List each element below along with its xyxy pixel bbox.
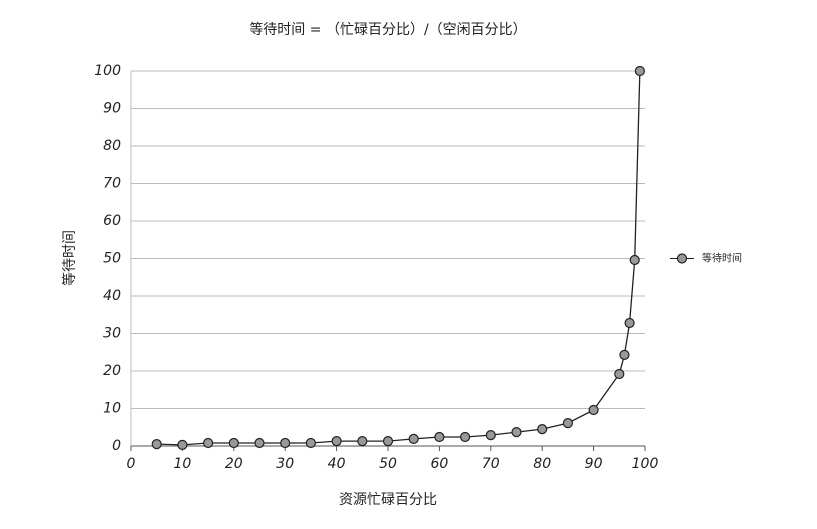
data-point (382, 436, 394, 447)
data-point (537, 424, 548, 435)
data-point (511, 427, 522, 438)
y-tick-label: 0 (112, 438, 121, 454)
y-tick-label: 30 (103, 326, 121, 342)
x-tick-label: 50 (379, 456, 397, 472)
data-point (177, 439, 188, 450)
data-point (634, 65, 645, 77)
y-tick-label: 10 (103, 401, 121, 417)
y-tick-label: 60 (103, 213, 121, 229)
series-line (156, 70, 641, 446)
x-tick-label: 80 (533, 456, 551, 472)
legend-marker (676, 253, 688, 264)
data-point (280, 437, 291, 449)
x-tick-label: 70 (482, 456, 500, 472)
data-point (485, 430, 496, 441)
y-tick-label: 80 (103, 138, 121, 154)
data-point (203, 437, 214, 449)
y-tick-label: 100 (94, 63, 121, 79)
chart-title: 等待时间 = （忙碌百分比）/（空闲百分比） (249, 21, 526, 38)
data-point (228, 437, 239, 449)
data-point (408, 433, 419, 444)
y-tick-label: 70 (103, 176, 121, 192)
x-tick-label: 60 (430, 456, 448, 472)
x-tick-label: 40 (328, 456, 346, 472)
y-tick-label: 90 (103, 101, 121, 117)
x-tick-label: 20 (225, 456, 243, 472)
data-point (434, 431, 445, 443)
x-tick-label: 90 (585, 456, 603, 472)
data-point (624, 317, 635, 329)
x-tick-label: 30 (276, 456, 294, 472)
data-point (460, 431, 471, 443)
x-tick-label: 10 (173, 456, 191, 472)
y-tick-label: 50 (103, 251, 121, 267)
x-tick-label: 100 (632, 456, 659, 472)
data-point (614, 368, 625, 380)
data-point (562, 418, 574, 429)
data-point (357, 436, 368, 447)
legend-label: 等待时间 (702, 252, 742, 265)
data-point (331, 436, 342, 447)
x-tick-label: 0 (127, 456, 136, 472)
data-point (305, 437, 316, 449)
data-point (151, 439, 162, 450)
y-axis-label: 等待时间 (61, 230, 78, 286)
data-point (619, 349, 630, 360)
data-point (588, 404, 599, 416)
data-point (254, 437, 265, 449)
y-tick-label: 20 (103, 363, 121, 379)
x-axis-label: 资源忙碌百分比 (339, 492, 437, 508)
data-point (629, 254, 640, 266)
y-tick-label: 40 (103, 288, 121, 304)
